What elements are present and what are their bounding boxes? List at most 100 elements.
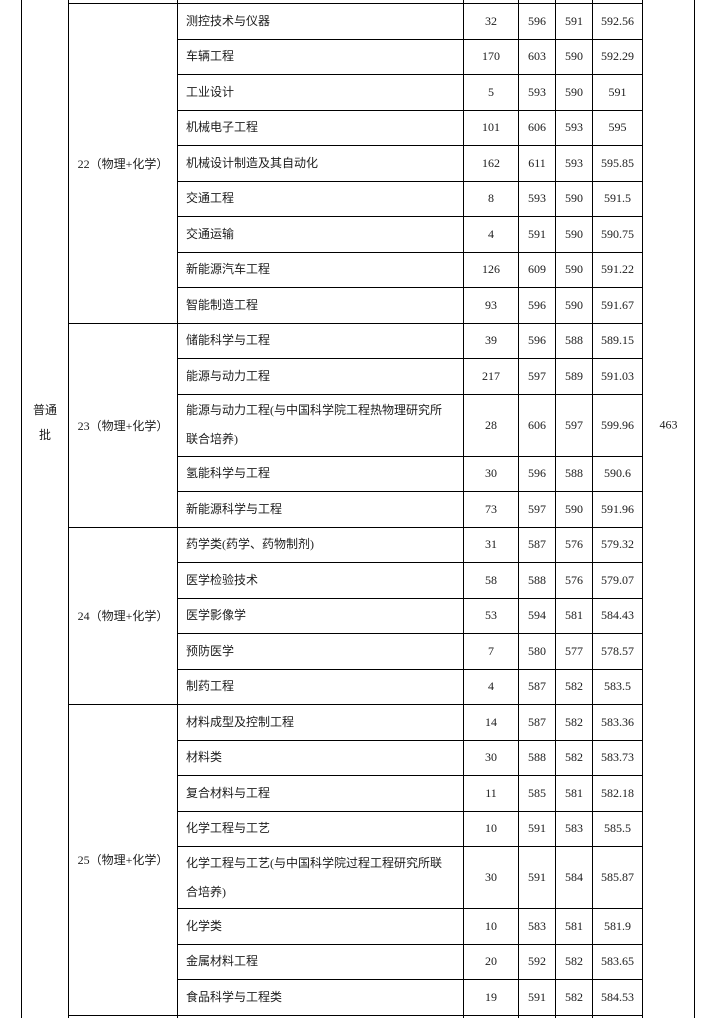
min-score-cell: 597 — [556, 394, 593, 456]
major-cell: 预防医学 — [178, 634, 464, 669]
count-cell: 170 — [464, 39, 519, 74]
min-score-cell: 581 — [556, 776, 593, 811]
count-cell: 4 — [464, 217, 519, 252]
table-row: 车辆工程 170 603 590 592.29 — [178, 39, 643, 75]
count-cell: 30 — [464, 456, 519, 491]
min-score-cell: 593 — [556, 110, 593, 145]
table-row: 交通工程 8 593 590 591.5 — [178, 181, 643, 217]
major-cell: 新能源汽车工程 — [178, 252, 464, 287]
table-row: 制药工程 4 587 582 583.5 — [178, 669, 643, 705]
avg-score-cell: 578.57 — [593, 634, 643, 669]
major-cell: 材料类 — [178, 740, 464, 775]
count-cell: 73 — [464, 492, 519, 527]
count-cell: 58 — [464, 563, 519, 598]
max-score-cell: 597 — [519, 359, 556, 394]
table-row: 药学类(药学、药物制剂) 31 587 576 579.32 — [178, 527, 643, 563]
count-cell: 7 — [464, 634, 519, 669]
count-cell: 162 — [464, 146, 519, 181]
table-row: 医学检验技术 58 588 576 579.07 — [178, 563, 643, 599]
avg-score-cell: 579.32 — [593, 527, 643, 562]
table-row: 机械设计制造及其自动化 162 611 593 595.85 — [178, 146, 643, 182]
max-score-cell: 588 — [519, 740, 556, 775]
table-row: 预防医学 7 580 577 578.57 — [178, 634, 643, 670]
admission-score-table: 普通批 22（物理+化学） 23（物理+化学） 24（物理+化学） 25（物理+… — [21, 0, 695, 1018]
major-cell: 智能制造工程 — [178, 288, 464, 323]
avg-score-cell: 584.53 — [593, 980, 643, 1015]
table-row: 新能源科学与工程 73 597 590 591.96 — [178, 492, 643, 528]
min-score-cell: 582 — [556, 705, 593, 740]
major-cell: 能源与动力工程(与中国科学院工程热物理研究所联合培养) — [178, 394, 464, 456]
avg-score-cell: 592.56 — [593, 4, 643, 39]
min-score-cell: 590 — [556, 492, 593, 527]
min-score-cell: 582 — [556, 740, 593, 775]
max-score-cell: 591 — [519, 980, 556, 1015]
min-score-cell: 576 — [556, 563, 593, 598]
major-cell: 医学检验技术 — [178, 563, 464, 598]
count-cell: 5 — [464, 75, 519, 110]
max-score-cell: 591 — [519, 811, 556, 846]
max-score-cell: 587 — [519, 705, 556, 740]
avg-score-cell: 582.18 — [593, 776, 643, 811]
table-row-partial-top — [178, 0, 643, 4]
min-score-cell: 581 — [556, 598, 593, 633]
avg-score-cell: 583.36 — [593, 705, 643, 740]
avg-score-cell: 591.96 — [593, 492, 643, 527]
batch-label: 普通批 — [32, 403, 57, 442]
avg-score-cell: 595 — [593, 110, 643, 145]
count-cell: 28 — [464, 394, 519, 456]
max-score-cell: 603 — [519, 39, 556, 74]
min-score-cell — [556, 0, 593, 3]
count-cell: 39 — [464, 323, 519, 358]
avg-score-cell: 590.75 — [593, 217, 643, 252]
min-score-cell: 590 — [556, 288, 593, 323]
table-row: 化学工程与工艺 10 591 583 585.5 — [178, 811, 643, 847]
table-row: 材料成型及控制工程 14 587 582 583.36 — [178, 705, 643, 741]
avg-score-cell: 591.22 — [593, 252, 643, 287]
min-score-cell: 590 — [556, 75, 593, 110]
max-score-cell: 580 — [519, 634, 556, 669]
count-cell: 126 — [464, 252, 519, 287]
avg-score-cell: 592.29 — [593, 39, 643, 74]
major-cell: 药学类(药学、药物制剂) — [178, 527, 464, 562]
major-cell: 化学工程与工艺 — [178, 811, 464, 846]
count-cell: 4 — [464, 669, 519, 704]
major-cell: 车辆工程 — [178, 39, 464, 74]
avg-score-cell: 589.15 — [593, 323, 643, 358]
majors-grid: 测控技术与仪器 32 596 591 592.56 车辆工程 170 603 590 592.2… — [178, 0, 643, 1018]
min-score-cell: 588 — [556, 456, 593, 491]
count-cell: 30 — [464, 740, 519, 775]
min-score-cell: 584 — [556, 847, 593, 908]
max-score-cell: 587 — [519, 527, 556, 562]
major-cell: 食品科学与工程类 — [178, 980, 464, 1015]
major-cell: 交通工程 — [178, 181, 464, 216]
major-cell: 工业设计 — [178, 75, 464, 110]
min-score-cell: 583 — [556, 811, 593, 846]
count-cell: 10 — [464, 909, 519, 944]
avg-score-cell: 590.6 — [593, 456, 643, 491]
max-score-cell — [519, 0, 556, 3]
table-row: 新能源汽车工程 126 609 590 591.22 — [178, 252, 643, 288]
table-row: 交通运输 4 591 590 590.75 — [178, 217, 643, 253]
major-cell: 机械设计制造及其自动化 — [178, 146, 464, 181]
min-score-cell: 593 — [556, 146, 593, 181]
major-cell: 化学工程与工艺(与中国科学院过程工程研究所联合培养) — [178, 847, 464, 908]
max-score-cell: 596 — [519, 323, 556, 358]
table-row: 智能制造工程 93 596 590 591.67 — [178, 288, 643, 324]
max-score-cell: 606 — [519, 394, 556, 456]
max-score-cell: 591 — [519, 217, 556, 252]
major-cell — [178, 0, 464, 3]
max-score-cell: 592 — [519, 944, 556, 979]
group-cell-25: 25（物理+化学） — [69, 705, 177, 1016]
avg-score-cell — [593, 0, 643, 3]
major-cell: 储能科学与工程 — [178, 323, 464, 358]
max-score-cell: 587 — [519, 669, 556, 704]
min-score-cell: 577 — [556, 634, 593, 669]
major-cell: 能源与动力工程 — [178, 359, 464, 394]
avg-score-cell — [593, 1015, 643, 1018]
table-row: 材料类 30 588 582 583.73 — [178, 740, 643, 776]
min-score-cell: 591 — [556, 4, 593, 39]
max-score-cell: 596 — [519, 288, 556, 323]
min-score-cell: 581 — [556, 909, 593, 944]
table-row: 能源与动力工程(与中国科学院工程热物理研究所联合培养) 28 606 597 599.9… — [178, 394, 643, 457]
